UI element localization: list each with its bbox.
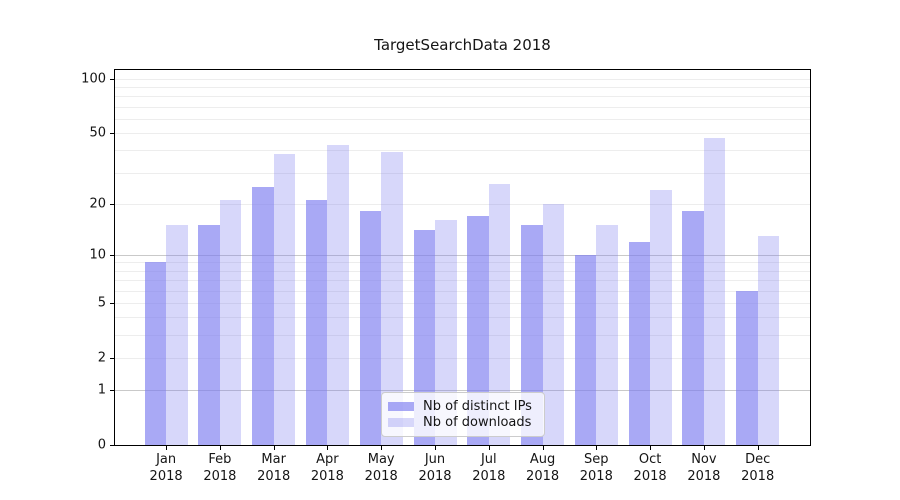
bar-distinct-ips-dec <box>736 290 758 445</box>
gridline-minor <box>115 87 810 89</box>
bar-downloads-dec <box>757 235 780 445</box>
x-tick-label: Nov 2018 <box>687 452 721 484</box>
y-tick-mark <box>110 357 114 359</box>
y-tick-mark <box>110 302 114 304</box>
bar-distinct-ips-mar <box>252 186 274 445</box>
bar-distinct-ips-jun <box>413 230 435 445</box>
legend-item-distinct-ips: Nb of distinct IPs <box>388 399 538 414</box>
gridline-minor <box>115 270 810 272</box>
bar-distinct-ips-nov <box>682 211 704 445</box>
x-tick-mark <box>757 446 759 450</box>
y-tick-label: 20 <box>89 196 106 211</box>
plot-area <box>114 69 811 446</box>
y-tick-label: 10 <box>89 247 106 263</box>
x-tick-label: Feb 2018 <box>203 452 237 484</box>
gridline-minor <box>115 133 810 135</box>
y-tick-label: 0 <box>97 437 106 453</box>
x-tick-mark <box>166 446 168 450</box>
y-tick-label: 1 <box>97 382 106 398</box>
x-tick-mark <box>542 446 544 450</box>
x-tick-mark <box>381 446 383 450</box>
bar-downloads-jul <box>488 183 511 445</box>
x-tick-label: Jan 2018 <box>149 452 183 484</box>
bar-distinct-ips-apr <box>305 199 328 445</box>
y-tick-mark <box>110 390 114 391</box>
x-tick-label: Jun 2018 <box>418 452 452 484</box>
bar-distinct-ips-may <box>359 211 382 445</box>
bar-downloads-oct <box>650 189 672 445</box>
y-tick-label: 50 <box>89 125 106 141</box>
gridline-minor <box>115 118 810 120</box>
gridline-minor <box>115 78 810 80</box>
bar-downloads-aug <box>542 203 565 445</box>
bar-downloads-sep <box>596 225 618 445</box>
bar-downloads-jan <box>166 225 188 445</box>
x-tick-mark <box>327 446 329 450</box>
bar-downloads-may <box>381 152 403 445</box>
bar-distinct-ips-jul <box>467 215 489 445</box>
chart-title: TargetSearchData 2018 <box>374 36 551 54</box>
legend-label-distinct-ips: Nb of distinct IPs <box>423 398 532 414</box>
x-tick-label: Jul 2018 <box>472 452 506 484</box>
bar-distinct-ips-jan <box>144 262 167 445</box>
gridline-minor <box>115 280 810 281</box>
x-tick-label: May 2018 <box>364 452 398 484</box>
legend-swatch-downloads-icon <box>388 418 414 428</box>
legend-swatch-distinct-ips-icon <box>388 401 414 411</box>
gridline-minor <box>115 106 810 108</box>
gridline-major <box>115 254 810 256</box>
gridline-minor <box>115 335 810 336</box>
legend-item-downloads: Nb of downloads <box>388 415 538 430</box>
y-tick-mark <box>110 445 114 446</box>
y-tick-mark <box>110 203 114 205</box>
x-tick-mark <box>273 446 275 450</box>
x-tick-label: Sep 2018 <box>579 452 613 484</box>
x-tick-mark <box>596 446 598 450</box>
gridline-minor <box>115 317 810 319</box>
x-tick-label: Mar 2018 <box>257 452 291 484</box>
bar-downloads-apr <box>327 144 349 445</box>
y-tick-mark <box>110 78 114 80</box>
bar-distinct-ips-sep <box>574 254 597 445</box>
y-tick-label: 5 <box>97 295 106 311</box>
bar-downloads-feb <box>219 199 242 445</box>
gridline-minor <box>115 262 810 264</box>
x-tick-label: Oct 2018 <box>633 452 667 484</box>
x-tick-mark <box>650 446 652 450</box>
x-tick-mark <box>488 446 490 450</box>
x-tick-label: Apr 2018 <box>310 452 344 484</box>
bar-distinct-ips-aug <box>521 225 543 445</box>
gridline-major <box>115 390 810 391</box>
y-tick-mark <box>110 133 114 135</box>
y-tick-label: 2 <box>97 350 106 366</box>
gridline-minor <box>115 290 810 292</box>
legend: Nb of distinct IPs Nb of downloads <box>381 392 545 437</box>
x-tick-mark <box>219 446 221 450</box>
bar-distinct-ips-feb <box>198 225 220 445</box>
bar-distinct-ips-oct <box>628 241 651 445</box>
x-tick-label: Dec 2018 <box>741 452 775 484</box>
gridline-minor <box>115 96 810 98</box>
y-tick-label: 100 <box>81 71 106 87</box>
gridline-minor <box>115 150 810 152</box>
x-tick-mark <box>703 446 705 450</box>
gridline-minor <box>115 172 810 174</box>
y-tick-mark <box>110 254 114 256</box>
gridline-minor <box>115 302 810 304</box>
x-tick-label: Aug 2018 <box>526 452 560 484</box>
gridline-minor <box>115 203 810 205</box>
gridline-minor <box>115 357 810 359</box>
x-tick-mark <box>435 446 436 450</box>
bar-downloads-mar <box>273 154 296 445</box>
legend-label-downloads: Nb of downloads <box>423 415 532 431</box>
bar-downloads-jun <box>435 220 457 445</box>
bar-downloads-nov <box>703 137 726 445</box>
